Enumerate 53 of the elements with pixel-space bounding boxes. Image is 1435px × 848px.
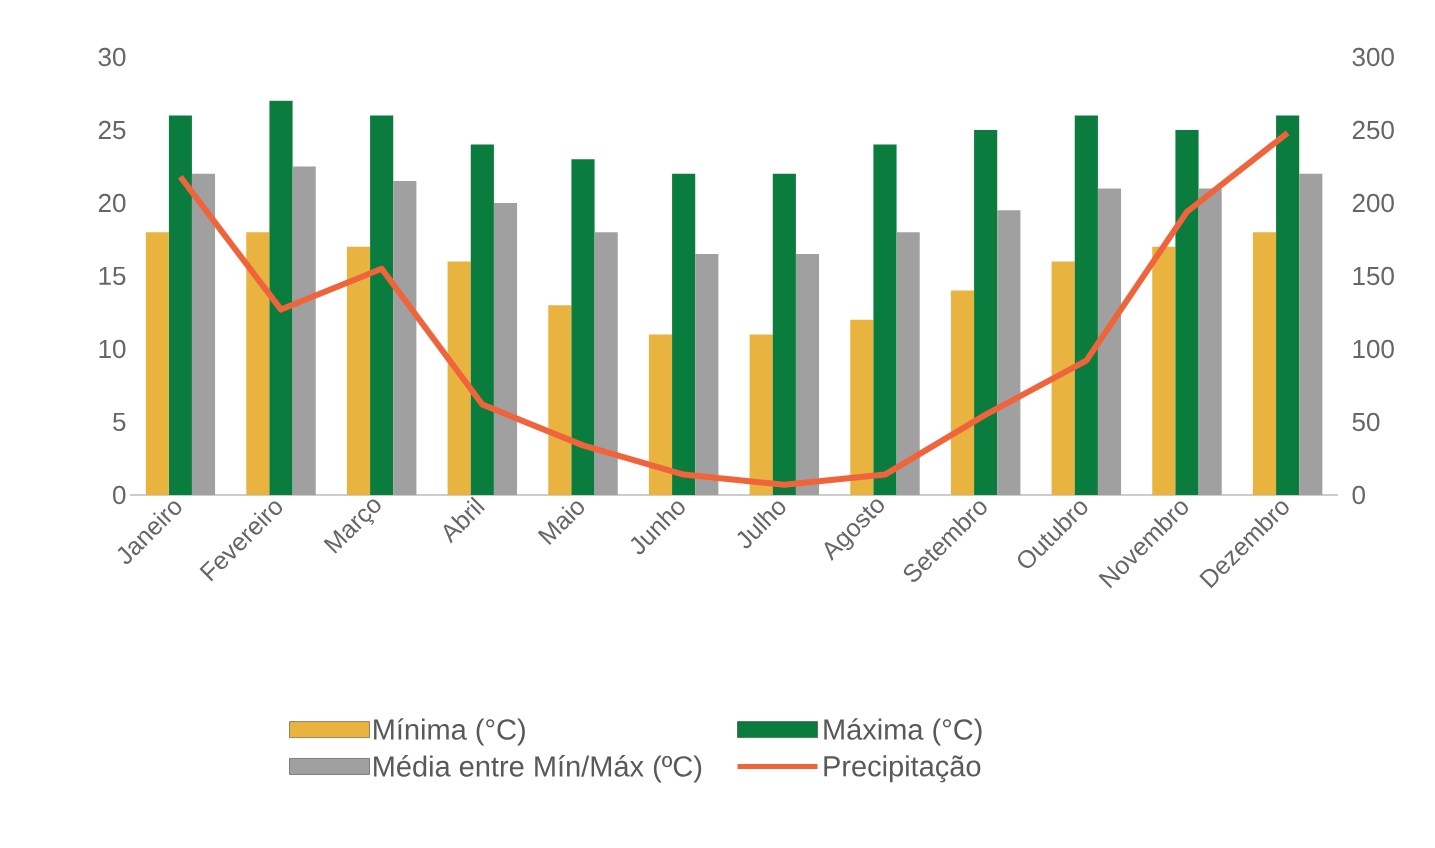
bar xyxy=(1198,188,1222,495)
y2-tick-label: 200 xyxy=(1352,193,1394,213)
bar xyxy=(191,173,216,495)
bar xyxy=(292,166,316,495)
bar xyxy=(246,232,270,495)
bar xyxy=(370,115,394,495)
bar xyxy=(168,115,192,495)
bar xyxy=(571,159,595,495)
bar xyxy=(873,144,897,495)
y-tick-label: 20 xyxy=(98,193,126,213)
y-tick-label: 15 xyxy=(99,266,126,286)
bar xyxy=(1175,129,1199,495)
bar xyxy=(1051,261,1075,495)
bar xyxy=(346,246,371,495)
bar xyxy=(1276,115,1300,495)
bar xyxy=(997,210,1021,495)
bar xyxy=(594,232,618,495)
bar xyxy=(896,232,920,495)
y2-tick-label: 250 xyxy=(1352,120,1394,140)
bar xyxy=(850,319,874,495)
y2-tick-label: 100 xyxy=(1353,339,1394,359)
bar xyxy=(493,202,518,495)
bar xyxy=(749,334,773,495)
bar xyxy=(393,181,417,495)
legend-label: Máxima (°C) xyxy=(824,718,982,746)
legend-label: Média entre Mín/Máx (ºC) xyxy=(374,755,702,783)
bar xyxy=(548,305,572,495)
y2-tick-label: 150 xyxy=(1353,266,1394,286)
y2-tick-label: 50 xyxy=(1352,412,1380,432)
bar xyxy=(447,261,471,495)
bar xyxy=(1074,115,1098,495)
bar xyxy=(1299,173,1323,495)
bar xyxy=(648,334,673,495)
bar xyxy=(672,173,696,495)
bar xyxy=(1252,232,1277,495)
bar xyxy=(145,232,169,495)
bar xyxy=(950,290,975,495)
bar xyxy=(470,144,494,495)
y2-tick-label: 300 xyxy=(1352,47,1394,67)
bar xyxy=(974,129,998,495)
y-tick-label: 5 xyxy=(113,412,126,432)
bar xyxy=(1152,246,1176,495)
bar xyxy=(695,254,719,495)
y-tick-label: 30 xyxy=(98,47,126,67)
legend-label: Precipitação xyxy=(824,755,981,783)
y-tick-label: 25 xyxy=(98,120,126,140)
bar xyxy=(1097,188,1122,495)
bar xyxy=(795,254,820,495)
legend-label: Mínima (°C) xyxy=(374,718,525,746)
bar xyxy=(269,100,293,495)
y-tick-label: 10 xyxy=(99,339,126,359)
y2-tick-label: 0 xyxy=(1352,485,1365,505)
bar xyxy=(772,173,796,495)
